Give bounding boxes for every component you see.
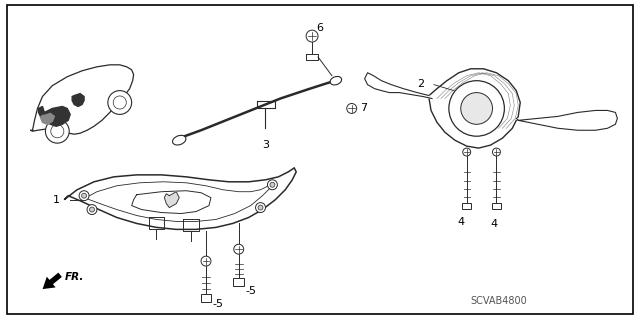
- Circle shape: [306, 30, 318, 42]
- Circle shape: [81, 193, 86, 198]
- Circle shape: [270, 182, 275, 187]
- Circle shape: [255, 203, 266, 212]
- Circle shape: [258, 205, 263, 210]
- Ellipse shape: [173, 135, 186, 145]
- Circle shape: [45, 119, 69, 143]
- Text: 4: 4: [457, 218, 465, 227]
- Text: 6: 6: [316, 23, 323, 33]
- Polygon shape: [64, 168, 296, 229]
- Circle shape: [449, 81, 504, 136]
- Polygon shape: [72, 93, 84, 107]
- FancyArrowPatch shape: [43, 273, 62, 289]
- Text: SCVAB4800: SCVAB4800: [470, 296, 527, 306]
- Polygon shape: [40, 114, 54, 124]
- Circle shape: [347, 103, 356, 114]
- Polygon shape: [164, 192, 179, 208]
- Circle shape: [201, 256, 211, 266]
- Bar: [233, 278, 244, 286]
- Polygon shape: [132, 191, 211, 213]
- Text: 1: 1: [53, 195, 60, 205]
- Text: FR.: FR.: [65, 272, 84, 282]
- Bar: [200, 294, 211, 302]
- Circle shape: [87, 204, 97, 214]
- Circle shape: [461, 93, 493, 124]
- Text: 4: 4: [491, 219, 498, 229]
- Circle shape: [268, 180, 277, 190]
- Circle shape: [234, 244, 244, 254]
- Text: 7: 7: [360, 103, 367, 114]
- Bar: [462, 203, 471, 209]
- Polygon shape: [429, 69, 520, 148]
- Circle shape: [108, 91, 132, 115]
- Text: 2: 2: [417, 79, 424, 89]
- Text: -5: -5: [246, 286, 257, 296]
- Bar: [492, 203, 501, 209]
- Text: -5: -5: [213, 299, 224, 309]
- Circle shape: [79, 191, 89, 201]
- Circle shape: [113, 96, 126, 109]
- Polygon shape: [516, 110, 618, 130]
- Circle shape: [493, 148, 500, 156]
- Circle shape: [51, 125, 64, 138]
- Circle shape: [90, 207, 95, 212]
- Circle shape: [463, 148, 470, 156]
- Ellipse shape: [330, 77, 342, 85]
- Polygon shape: [38, 107, 70, 126]
- Polygon shape: [365, 73, 432, 99]
- Text: 3: 3: [262, 140, 269, 150]
